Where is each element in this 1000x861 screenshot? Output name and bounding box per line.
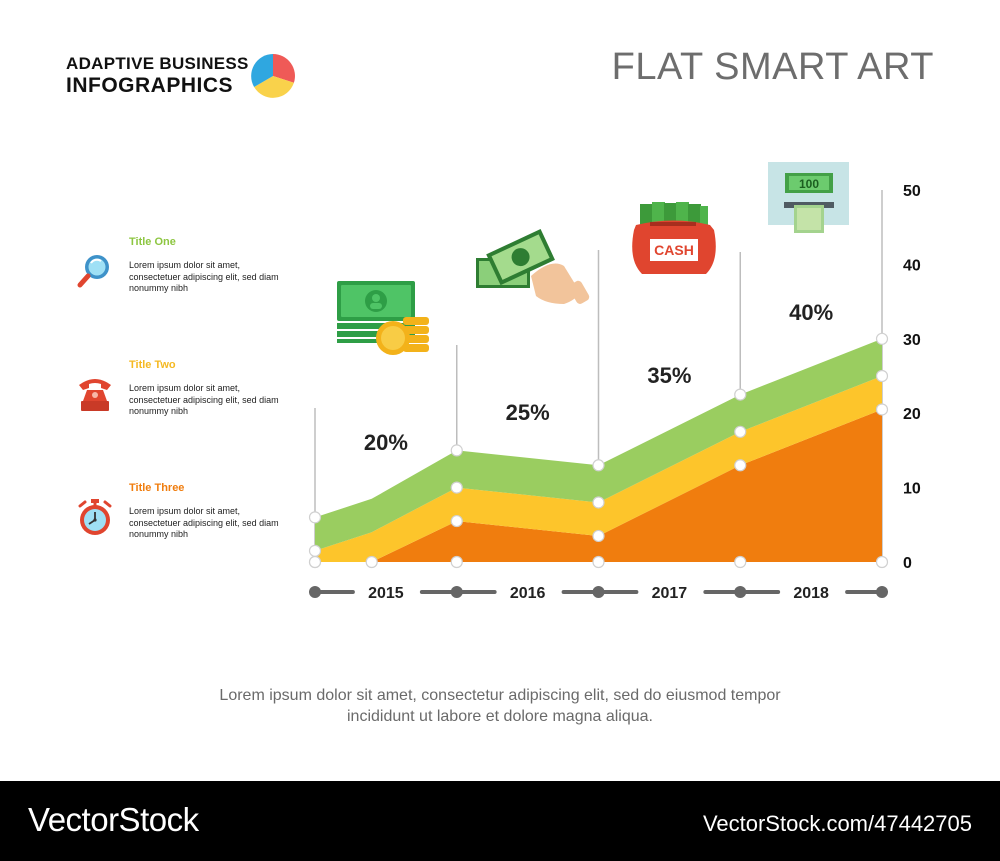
x-tick-label: 2016 (510, 585, 546, 602)
baseline-marker (450, 555, 463, 569)
caption-line-2: incididunt ut labore et dolore magna ali… (347, 708, 653, 725)
data-point-marker (308, 511, 322, 524)
baseline-marker (734, 555, 747, 569)
page-title: FLAT SMART ART (611, 46, 934, 88)
banknotes-coins-icon (337, 281, 429, 355)
y-axis: 0 10 20 30 40 50 (903, 183, 921, 572)
footer-bar: VectorStock VectorStock.com/47442705 (0, 781, 1000, 861)
point-markers (308, 332, 889, 569)
y-tick-label: 30 (903, 332, 921, 349)
x-axis-dot (734, 586, 747, 598)
x-axis-dot (309, 586, 321, 598)
x-axis-dot (876, 586, 888, 598)
data-point-marker (875, 369, 889, 383)
baseline-marker (875, 555, 889, 569)
telephone-icon (79, 379, 111, 411)
svg-text:100: 100 (799, 177, 819, 191)
baseline-marker (592, 555, 605, 569)
caption: Lorem ipsum dolor sit amet, consectetur … (0, 685, 1000, 727)
cash-bag-icon: CASH (632, 202, 716, 274)
data-point-marker (734, 459, 747, 472)
y-tick-label: 10 (903, 481, 921, 498)
baseline-marker (365, 555, 378, 569)
alarm-clock-icon (78, 499, 112, 535)
footer-reference: VectorStock.com/47442705 (702, 811, 972, 836)
y-tick-label: 0 (903, 555, 912, 572)
x-axis-dot (592, 586, 605, 598)
hand-holding-money-icon (476, 229, 590, 304)
legend-title: Title Three (129, 482, 185, 494)
legend-text: Lorem ipsum dolor sit amet, consectetuer… (129, 260, 279, 293)
data-point-marker (308, 544, 322, 557)
data-point-marker (450, 444, 463, 457)
data-point-marker (592, 459, 605, 472)
y-tick-label: 50 (903, 183, 921, 200)
legend-title: Title Two (129, 359, 176, 371)
data-point-marker (875, 403, 889, 416)
brand-line-1: ADAPTIVE BUSINESS (66, 54, 249, 73)
svg-text:CASH: CASH (654, 242, 694, 258)
percent-label: 20% (364, 430, 408, 455)
percent-label: 25% (506, 400, 550, 425)
percent-label: 35% (647, 363, 691, 388)
baseline-marker (308, 555, 322, 569)
legend-text: Lorem ipsum dolor sit amet, consectetuer… (129, 506, 279, 539)
x-tick-label: 2018 (793, 585, 829, 602)
percent-annotations: 20% 25% 35% 40% (364, 300, 833, 455)
legend-title: Title One (129, 236, 176, 248)
data-point-marker (592, 529, 605, 543)
brand-line-2: INFOGRAPHICS (66, 74, 234, 97)
footer-logo: VectorStock (28, 801, 199, 838)
pie-logo-icon (251, 54, 295, 98)
area-series (315, 338, 882, 551)
data-point-marker (734, 388, 747, 401)
magnifier-icon (77, 255, 109, 288)
y-tick-label: 40 (903, 257, 921, 274)
data-point-marker (875, 332, 889, 345)
caption-line-1: Lorem ipsum dolor sit amet, consectetur … (219, 687, 781, 704)
atm-cash-icon: 100 (768, 162, 849, 233)
data-point-marker (450, 514, 463, 528)
data-point-marker (592, 496, 605, 509)
data-point-marker (450, 481, 463, 494)
x-tick-label: 2015 (368, 585, 404, 602)
x-axis: 2015 2016 2017 2018 (309, 585, 888, 602)
x-axis-dot (450, 586, 463, 598)
brand-title: ADAPTIVE BUSINESS INFOGRAPHICS (66, 54, 249, 98)
percent-label: 40% (789, 300, 833, 325)
data-point-marker (734, 425, 747, 438)
y-tick-label: 20 (903, 406, 921, 423)
x-tick-label: 2017 (652, 585, 688, 602)
legend-text: Lorem ipsum dolor sit amet, consectetuer… (129, 383, 279, 416)
